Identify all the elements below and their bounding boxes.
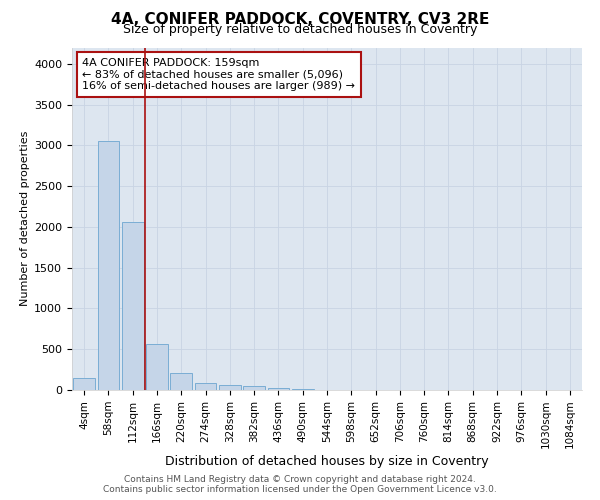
Text: 4A, CONIFER PADDOCK, COVENTRY, CV3 2RE: 4A, CONIFER PADDOCK, COVENTRY, CV3 2RE [111, 12, 489, 28]
Bar [170, 374, 192, 390]
Y-axis label: Number of detached properties: Number of detached properties [20, 131, 30, 306]
Bar [219, 385, 241, 390]
Bar [268, 388, 289, 390]
Bar [73, 378, 95, 390]
Bar [292, 389, 314, 390]
Text: 4A CONIFER PADDOCK: 159sqm
← 83% of detached houses are smaller (5,096)
16% of s: 4A CONIFER PADDOCK: 159sqm ← 83% of deta… [82, 58, 355, 91]
Bar [122, 222, 143, 390]
Bar [97, 142, 119, 390]
X-axis label: Distribution of detached houses by size in Coventry: Distribution of detached houses by size … [165, 456, 489, 468]
Text: Size of property relative to detached houses in Coventry: Size of property relative to detached ho… [123, 22, 477, 36]
Bar [146, 344, 168, 390]
Text: Contains HM Land Registry data © Crown copyright and database right 2024.
Contai: Contains HM Land Registry data © Crown c… [103, 474, 497, 494]
Bar [194, 384, 217, 390]
Bar [243, 386, 265, 390]
